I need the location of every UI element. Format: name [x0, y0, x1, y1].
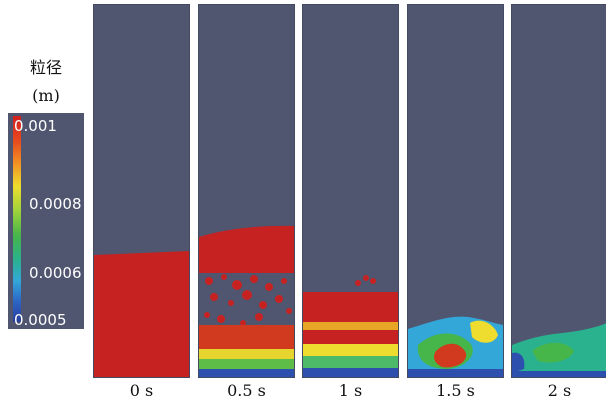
time-label-1s: 1 s — [338, 381, 363, 400]
time-label-0s: 0 s — [129, 381, 154, 400]
particles-05s — [199, 225, 294, 377]
colorbar-gradient — [13, 116, 21, 322]
panel-1s — [302, 4, 399, 378]
panel-15s — [407, 4, 504, 378]
particles-1s — [303, 275, 398, 377]
tick-max: 0.001 — [14, 117, 57, 135]
time-label-05s: 0.5 s — [227, 381, 266, 400]
time-label-2s: 2 s — [547, 381, 572, 400]
panel-05s — [198, 4, 295, 378]
legend-unit: (m) — [32, 86, 60, 105]
tick-0008: 0.0008 — [29, 195, 82, 213]
tick-min: 0.0005 — [14, 311, 67, 329]
legend-title: 粒径 — [29, 58, 62, 77]
tick-0006: 0.0006 — [29, 264, 82, 282]
particles-2s — [512, 323, 606, 377]
particles-0s — [94, 251, 189, 377]
panel-2s — [511, 4, 606, 378]
time-label-15s: 1.5 s — [436, 381, 475, 400]
panel-0s — [93, 4, 190, 378]
particles-15s — [408, 316, 503, 377]
